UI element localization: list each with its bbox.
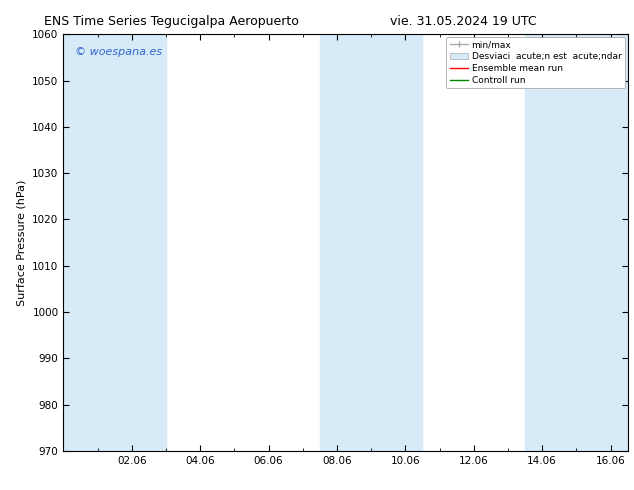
Text: © woespana.es: © woespana.es [75, 47, 162, 57]
Bar [525, 34, 628, 451]
Bar [320, 34, 422, 451]
Bar [63, 34, 166, 451]
Text: vie. 31.05.2024 19 UTC: vie. 31.05.2024 19 UTC [389, 15, 536, 28]
Text: ENS Time Series Tegucigalpa Aeropuerto: ENS Time Series Tegucigalpa Aeropuerto [44, 15, 299, 28]
Y-axis label: Surface Pressure (hPa): Surface Pressure (hPa) [16, 179, 27, 306]
Legend: min/max, Desviaci  acute;n est  acute;ndar, Ensemble mean run, Controll run: min/max, Desviaci acute;n est acute;ndar… [446, 37, 625, 88]
